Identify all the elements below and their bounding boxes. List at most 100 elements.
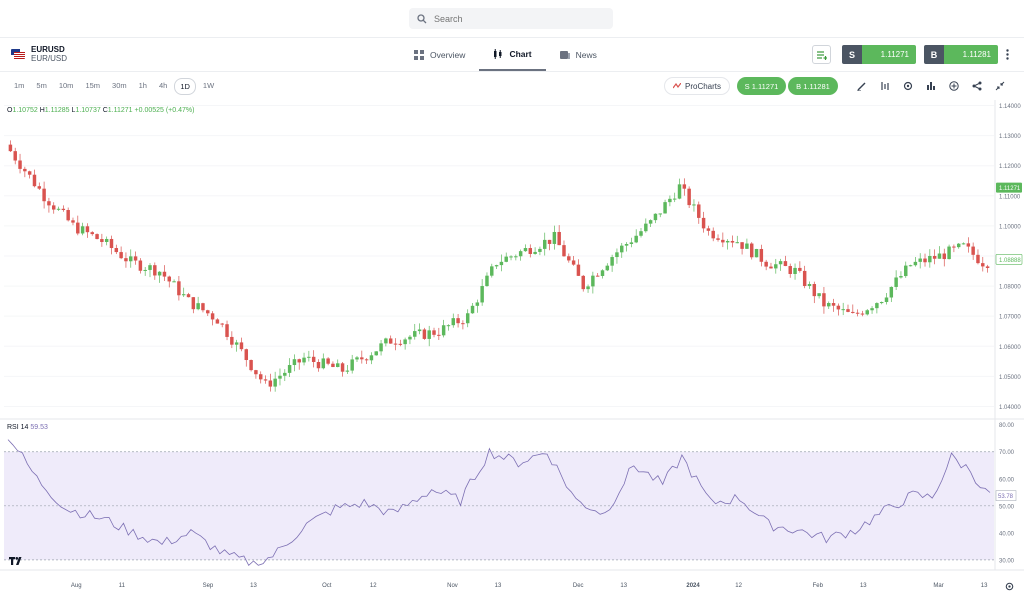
search-input[interactable]	[434, 13, 594, 24]
candle-body	[278, 375, 282, 379]
rsi-period: 14	[20, 424, 29, 431]
candle-body	[56, 208, 61, 210]
timeframe-1h[interactable]: 1h	[138, 81, 147, 90]
change-value: +0.00525 (+0.47%)	[134, 107, 195, 114]
axis-settings-icon[interactable]	[1005, 582, 1014, 591]
rsi-last-label: 53.78	[998, 494, 1014, 500]
candle-body	[865, 310, 869, 315]
candle-body	[663, 202, 667, 214]
tradingview-logo[interactable]	[9, 556, 23, 566]
procharts-icon	[673, 83, 681, 89]
candle-body	[547, 239, 552, 244]
rsi-tick-label: 80.00	[999, 423, 1015, 429]
candle-body	[610, 257, 614, 266]
ohlc-legend: O1.10752 H1.11285 L1.10737 C1.11271 +0.0…	[7, 107, 194, 114]
buy-button[interactable]: B 1.11281	[924, 45, 998, 64]
search-box[interactable]	[409, 8, 613, 29]
sell-pill-button[interactable]: S 1.11271	[737, 77, 786, 95]
candle-body	[923, 258, 927, 263]
tab-overview[interactable]: Overview	[400, 38, 479, 71]
sell-button[interactable]: S 1.11271	[842, 45, 916, 64]
candle-body	[494, 265, 499, 267]
candle-body	[18, 160, 22, 169]
candle-body	[340, 363, 345, 372]
candle-body	[567, 256, 571, 261]
candle-body	[239, 342, 244, 350]
candle-body	[196, 303, 200, 310]
sell-label: S	[842, 45, 862, 64]
timeframe-5m[interactable]: 5m	[36, 81, 47, 90]
timeframe-30m[interactable]: 30m	[112, 81, 127, 90]
candle-body	[441, 325, 446, 336]
timeframe-10m[interactable]: 10m	[58, 81, 74, 90]
candle-body	[937, 253, 942, 259]
candle-body	[634, 235, 638, 243]
candle-body	[254, 370, 258, 375]
candle-body	[403, 339, 407, 345]
timeframe-15m[interactable]: 15m	[85, 81, 101, 90]
candle-body	[822, 293, 826, 307]
candle-body	[562, 245, 566, 257]
indicators-button[interactable]	[878, 79, 892, 93]
candle-body	[47, 201, 51, 206]
collapse-button[interactable]	[993, 79, 1007, 93]
time-tick-label: 13	[495, 583, 502, 589]
timeframe-1m[interactable]: 1m	[14, 81, 25, 90]
candle-body	[90, 232, 94, 235]
candle-body	[470, 305, 475, 314]
candle-body	[80, 226, 85, 234]
candle-body	[802, 270, 807, 286]
candle-body	[437, 334, 441, 336]
chart-type-button[interactable]	[924, 79, 938, 93]
candle-body	[100, 239, 104, 242]
price-tick-label: 1.05000	[999, 375, 1021, 381]
buy-pill-button[interactable]: B 1.11281	[788, 77, 838, 95]
procharts-button[interactable]: ProCharts	[664, 77, 731, 95]
eurusd-flag-icon	[11, 49, 25, 59]
share-button[interactable]	[970, 79, 984, 93]
candle-body	[889, 286, 894, 298]
candle-body	[976, 254, 980, 264]
candle-body	[518, 251, 523, 257]
candle-body	[624, 243, 629, 246]
add-comparison-button[interactable]	[947, 79, 961, 93]
candle-body	[648, 220, 653, 224]
candle-body	[307, 356, 311, 358]
newspaper-icon	[559, 50, 570, 59]
candle-body	[384, 338, 388, 344]
candle-body	[778, 261, 783, 265]
candle-body	[413, 331, 417, 337]
candle-body	[672, 198, 677, 200]
add-icon	[949, 81, 959, 91]
candle-body	[465, 313, 470, 324]
buy-price: 1.11281	[944, 45, 998, 64]
candle-body	[899, 276, 903, 278]
chart-settings-button[interactable]	[901, 79, 915, 93]
buy-label: B	[924, 45, 944, 64]
more-options-button[interactable]	[1000, 47, 1014, 62]
candle-body	[985, 266, 990, 268]
add-to-watchlist-button[interactable]	[812, 45, 831, 64]
candle-body	[932, 255, 937, 259]
instrument-name: EUR/USD	[31, 54, 68, 63]
timeframe-1w[interactable]: 1W	[202, 81, 215, 90]
candle-body	[827, 303, 831, 307]
candle-body	[37, 186, 42, 189]
candle-body	[249, 360, 253, 371]
candle-body	[735, 242, 740, 244]
draw-tool-button[interactable]	[855, 79, 869, 93]
candle-body	[167, 276, 171, 282]
candle-body	[129, 256, 133, 262]
time-tick-label: 13	[860, 583, 867, 589]
tab-chart[interactable]: Chart	[479, 38, 546, 71]
candles-icon	[494, 48, 502, 59]
tab-news[interactable]: News	[546, 38, 611, 71]
timeframe-4h[interactable]: 4h	[158, 81, 168, 90]
candle-body	[461, 323, 465, 325]
timeframe-1d[interactable]: 1D	[174, 78, 196, 95]
price-tick-label: 1.08000	[999, 285, 1021, 291]
share-icon	[972, 81, 982, 91]
candle-body	[721, 239, 725, 243]
price-chart[interactable]: 1.140001.130001.120001.110001.100001.090…	[0, 100, 1024, 591]
candle-body	[620, 245, 624, 253]
